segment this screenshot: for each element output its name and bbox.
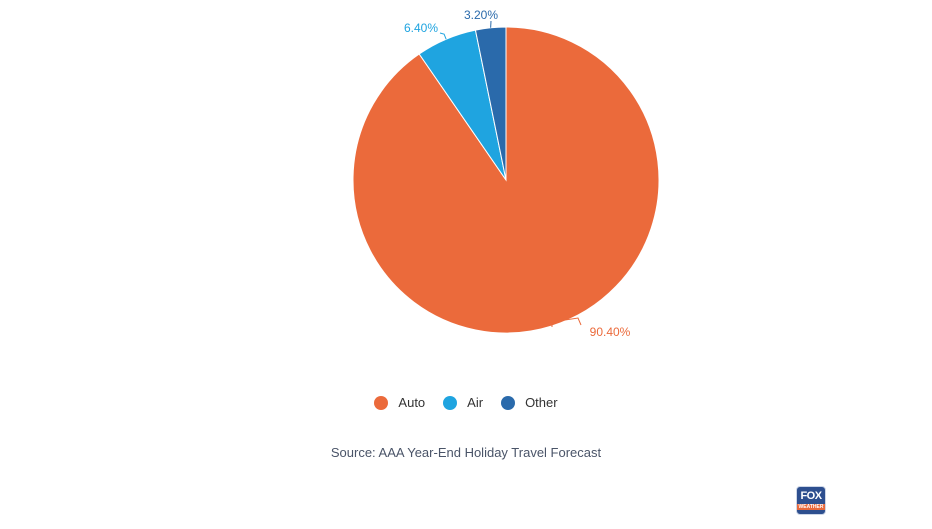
legend-swatch-auto <box>374 396 388 410</box>
legend-item-auto[interactable]: Auto <box>374 395 425 410</box>
data-label-auto: 90.40% <box>590 325 631 339</box>
legend-swatch-other <box>501 396 515 410</box>
legend-label-air: Air <box>467 395 483 410</box>
chart-source: Source: AAA Year-End Holiday Travel Fore… <box>0 445 932 460</box>
legend-item-other[interactable]: Other <box>501 395 558 410</box>
legend-label-other: Other <box>525 395 558 410</box>
leader-line-air <box>440 33 446 39</box>
logo-text-top: FOX <box>800 491 821 502</box>
legend-swatch-air <box>443 396 457 410</box>
legend-item-air[interactable]: Air <box>443 395 483 410</box>
fox-weather-logo: FOX WEATHER <box>796 486 826 515</box>
data-label-air: 6.40% <box>404 21 438 35</box>
chart-legend: Auto Air Other <box>0 395 932 410</box>
logo-text-bottom: WEATHER <box>797 504 825 510</box>
data-label-other: 3.20% <box>464 8 498 22</box>
legend-label-auto: Auto <box>398 395 425 410</box>
